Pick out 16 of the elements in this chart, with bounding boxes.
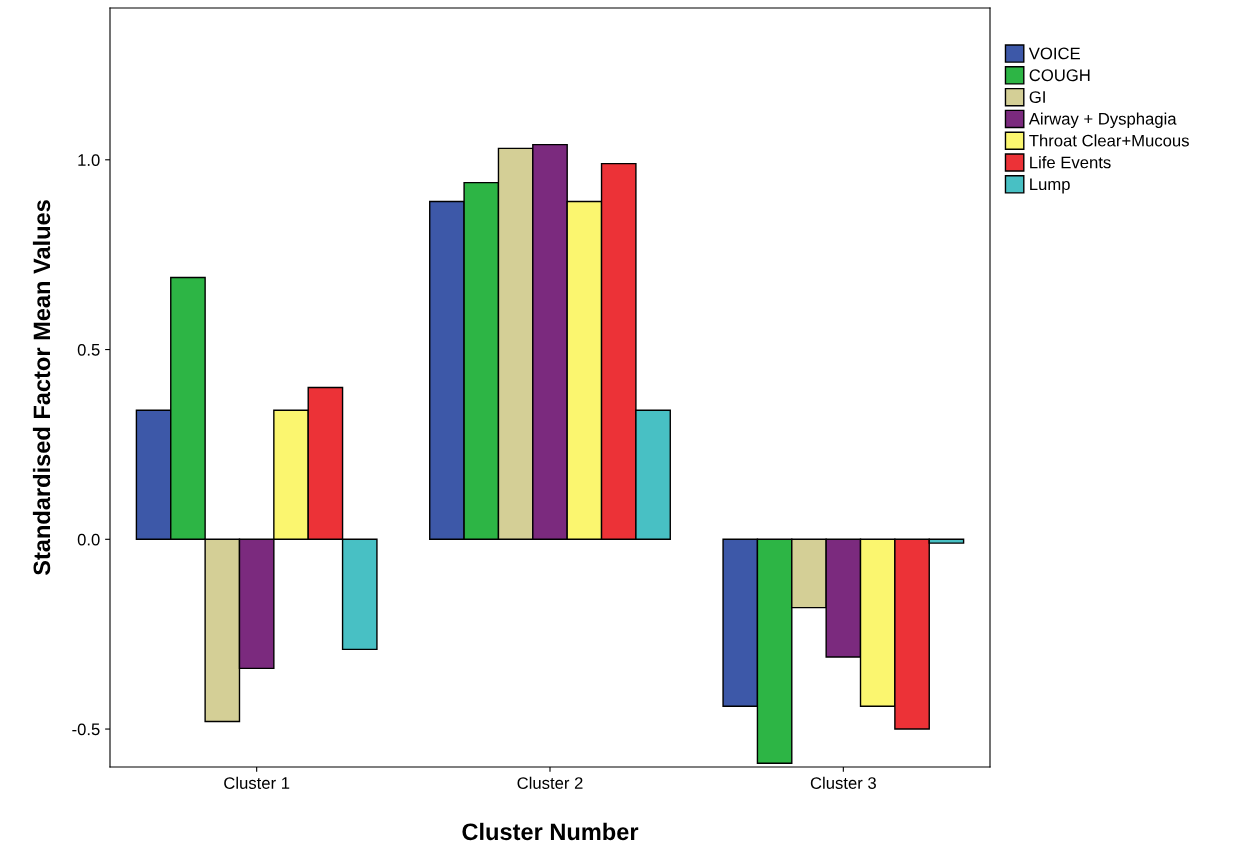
legend-label: VOICE: [1028, 47, 1080, 60]
y-axis-title: Standardised Factor Mean Values: [32, 200, 51, 576]
legend-label: GI: [1029, 91, 1045, 103]
y-tick-label: 0.0: [77, 533, 100, 546]
x-tick-label: Cluster 1: [224, 776, 290, 789]
x-axis-title: Cluster Number: [462, 822, 639, 841]
legend-label: Life Events: [1030, 156, 1111, 169]
legend-label: Lump: [1030, 178, 1070, 194]
legend-label: COUGH: [1029, 69, 1090, 82]
legend-label: Throat Clear+Mucous: [1029, 134, 1189, 147]
y-tick-label: 0.5: [77, 343, 100, 356]
y-tick-label: -0.5: [72, 723, 100, 736]
x-tick-label: Cluster 3: [810, 776, 876, 789]
y-tick-label: 1.0: [78, 154, 100, 166]
x-tick-label: Cluster 2: [517, 776, 583, 789]
legend-label: Airway + Dysphagia: [1028, 112, 1177, 129]
